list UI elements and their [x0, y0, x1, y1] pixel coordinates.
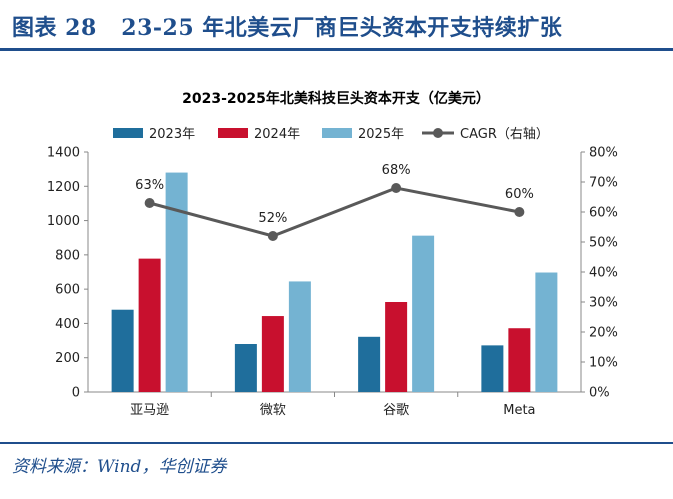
x-tick-label: 谷歌: [383, 403, 409, 418]
legend-swatch-marker: [433, 128, 443, 138]
legend-label: 2024年: [254, 127, 300, 142]
y-left-tick-label: 200: [55, 351, 80, 366]
bar-1-4: [481, 345, 504, 392]
bar-2-1: [138, 258, 161, 392]
y-right-tick-label: 40%: [589, 266, 618, 281]
legend-swatch: [113, 128, 143, 138]
bar-1-3: [358, 336, 381, 392]
y-right-tick-label: 20%: [589, 326, 618, 341]
cagr-data-label: 63%: [135, 178, 164, 193]
bar-3-2: [288, 281, 311, 392]
y-right-tick-label: 30%: [589, 296, 618, 311]
cagr-data-label: 68%: [382, 163, 411, 178]
y-left-tick-label: 1200: [47, 180, 80, 195]
cagr-point: [267, 231, 278, 241]
cagr-data-label: 60%: [505, 187, 534, 202]
y-right-tick-label: 50%: [589, 236, 618, 251]
cagr-data-label: 52%: [258, 211, 287, 226]
bar-2-2: [261, 316, 284, 392]
y-left-tick-label: 600: [55, 283, 80, 298]
y-left-tick-label: 400: [55, 317, 80, 332]
y-left-tick-label: 800: [55, 248, 80, 263]
figure-title: 图表 28 23-25 年北美云厂商巨头资本开支持续扩张: [12, 10, 562, 42]
y-right-tick-label: 70%: [589, 176, 618, 191]
y-right-tick-label: 10%: [589, 356, 618, 371]
y-right-tick-label: 80%: [589, 146, 618, 161]
legend-label: 2023年: [149, 127, 195, 142]
y-left-tick-label: 1400: [47, 146, 80, 161]
bar-3-3: [412, 235, 435, 392]
chart-legend: 2023年 2024年 2025年 CAGR（右轴）: [113, 127, 549, 142]
chart-title: 2023-2025年北美科技巨头资本开支（亿美元）: [182, 90, 490, 107]
bar-3-1: [165, 172, 188, 392]
cagr-line: [149, 186, 520, 238]
x-tick-label: 亚马逊: [130, 403, 169, 418]
bar-3-4: [535, 272, 558, 392]
cagr-series: 63% 52% 68% 60%: [135, 163, 534, 241]
bottom-rule: [0, 442, 673, 444]
bar-2-4: [508, 328, 531, 392]
bar-2-3: [385, 302, 408, 392]
x-tick-label: Meta: [503, 403, 535, 418]
x-tick-label: 微软: [260, 403, 286, 418]
bar-1-2: [234, 344, 257, 392]
y-left-tick-label: 1000: [47, 214, 80, 229]
figure-label: 图表 28: [12, 15, 97, 41]
cagr-point: [391, 183, 402, 193]
y-right-tick-label: 0%: [589, 386, 610, 401]
legend-label: 2025年: [358, 127, 404, 142]
cagr-point: [144, 198, 155, 208]
legend-swatch: [322, 128, 352, 138]
y-right-tick-label: 60%: [589, 206, 618, 221]
bar-series: [111, 172, 558, 392]
cagr-point: [514, 207, 525, 217]
top-rule: [0, 48, 673, 51]
legend-swatch: [218, 128, 248, 138]
y-left-tick-label: 0: [72, 386, 80, 401]
bar-1-1: [111, 309, 134, 392]
legend-label: CAGR（右轴）: [460, 127, 549, 142]
source-note: 资料来源：Wind，华创证券: [12, 457, 227, 477]
figure-title-text: 23-25 年北美云厂商巨头资本开支持续扩张: [121, 15, 563, 41]
